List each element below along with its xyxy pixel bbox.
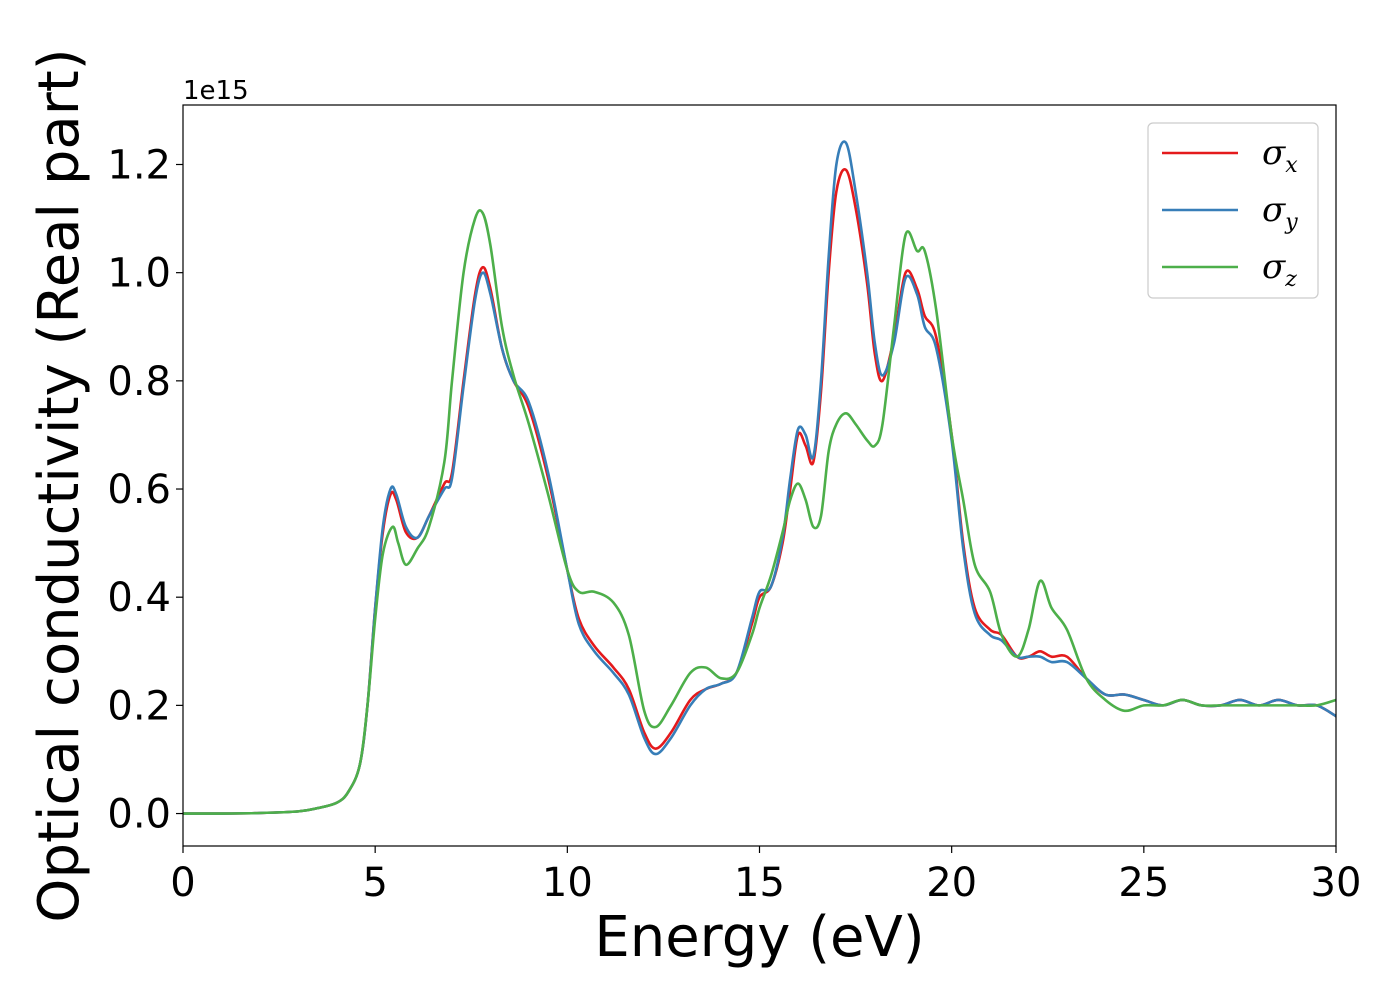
y-axis-offset-text: 1e15 [183, 76, 249, 106]
plot-area [182, 104, 1337, 847]
y-tick-label: 0.4 [107, 575, 171, 621]
x-tick-label: 10 [542, 860, 593, 906]
x-axis-title: Energy (eV) [594, 905, 924, 970]
x-tick-label: 15 [734, 860, 785, 906]
y-tick-label: 0.6 [107, 467, 171, 513]
legend-label-x: σx [1262, 133, 1298, 178]
x-tick-label: 20 [926, 860, 977, 906]
y-axis: 0.0 0.2 0.4 0.6 0.8 1.0 1.2 [107, 142, 183, 838]
legend-label-y: σy [1262, 190, 1298, 235]
x-axis: 0 5 10 15 20 25 30 [170, 846, 1361, 906]
y-tick-label: 1.0 [107, 251, 171, 297]
x-tick-label: 0 [170, 860, 195, 906]
y-tick-label: 1.2 [107, 142, 171, 188]
x-tick-label: 30 [1311, 860, 1362, 906]
series-lines [183, 140, 1336, 815]
y-axis-title: Optical conductivity (Real part) [27, 48, 92, 922]
series-line-z [183, 208, 1336, 815]
y-tick-label: 0.0 [107, 792, 171, 838]
y-tick-label: 0.8 [107, 359, 171, 405]
x-tick-label: 5 [362, 860, 387, 906]
legend: σx σy σz [1147, 122, 1319, 299]
y-tick-label: 0.2 [107, 683, 171, 729]
x-tick-label: 25 [1118, 860, 1169, 906]
legend-label-z: σz [1262, 247, 1297, 292]
